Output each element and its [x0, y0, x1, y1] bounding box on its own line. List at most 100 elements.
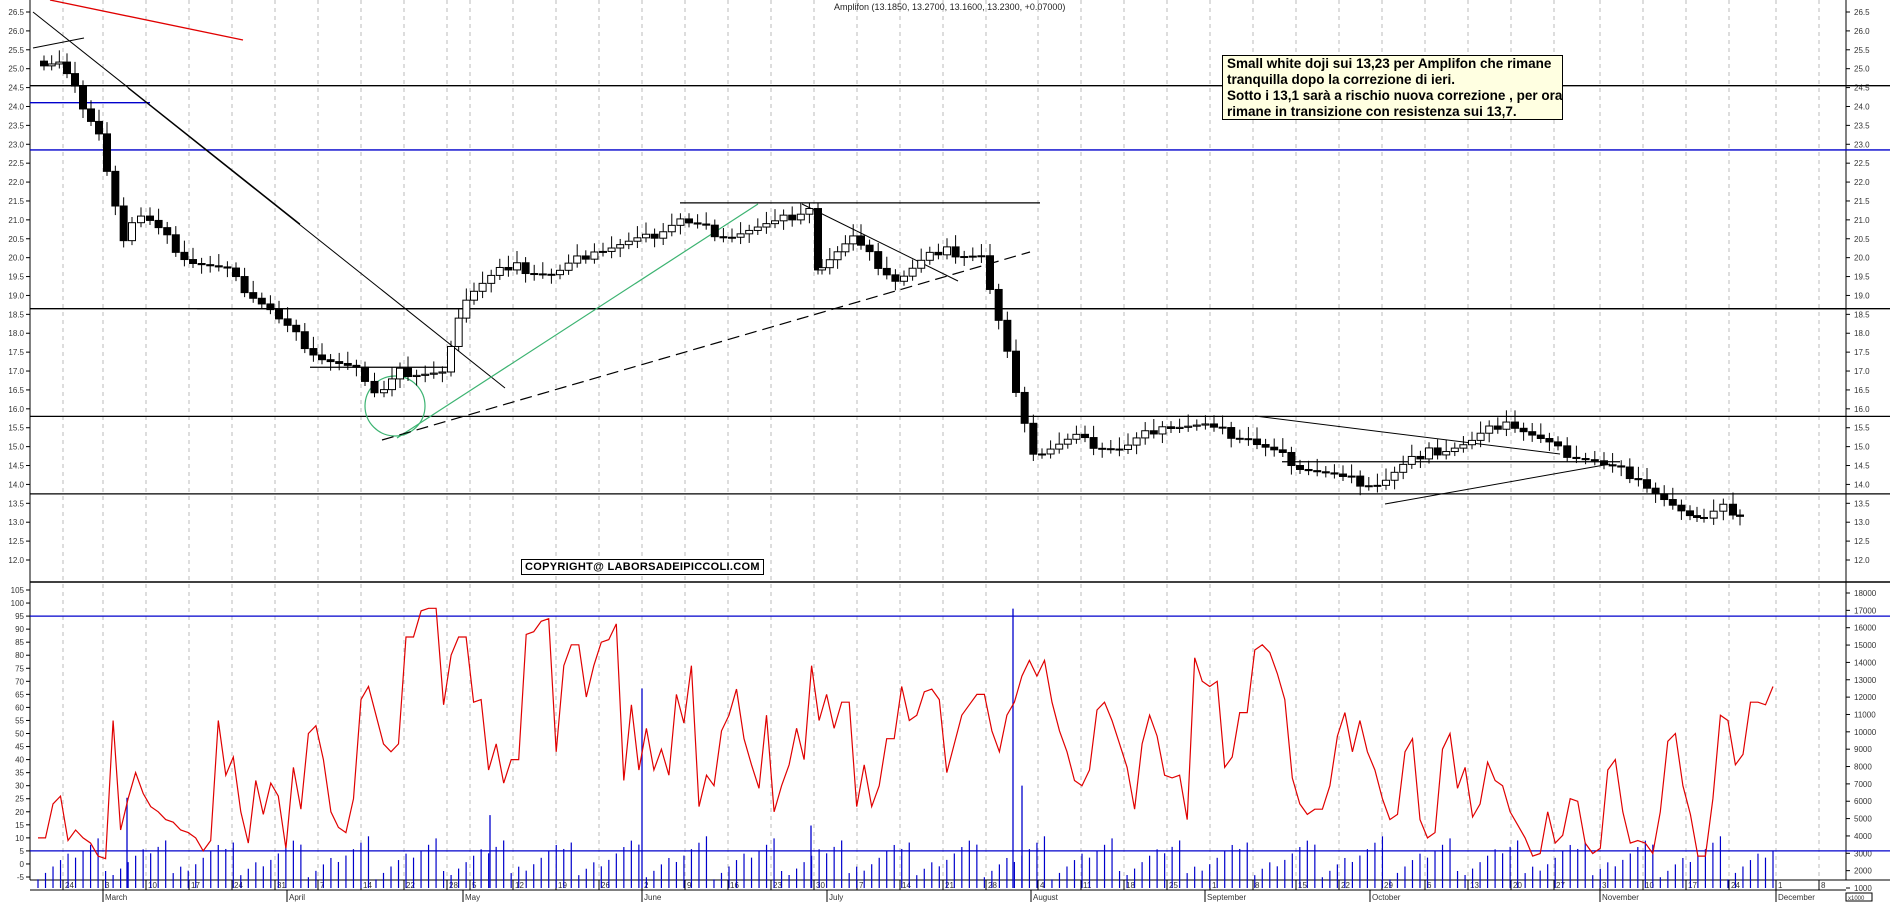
x-day-label: 28 [449, 881, 458, 890]
x-day-label: 6 [1427, 881, 1432, 890]
y-price-label: 13.0 [8, 518, 24, 527]
candle [1321, 471, 1330, 474]
candle [1184, 425, 1193, 428]
y-price-label: 12.0 [8, 556, 24, 565]
y-price-label: 19.5 [8, 273, 24, 282]
candle [1485, 425, 1494, 434]
candle [326, 359, 335, 363]
trend-line-july [801, 203, 959, 282]
candle [361, 366, 369, 382]
candle [1643, 479, 1651, 489]
trend-line-down [127, 87, 506, 389]
y-osc-label: 10 [15, 834, 24, 843]
candle [103, 133, 111, 172]
candle [137, 215, 145, 224]
candle [1407, 455, 1416, 465]
candle [693, 222, 702, 225]
candle [1081, 433, 1089, 439]
y-price-label: 16.0 [1854, 405, 1870, 414]
candle [719, 236, 728, 239]
y-osc-label: 15 [15, 821, 24, 830]
trend-line-sep [1254, 415, 1561, 455]
y-price-label: 18.0 [8, 329, 24, 338]
y-price-label: 18.5 [1854, 310, 1870, 319]
note-line-4: rimane in transizione con resistenza sui… [1227, 104, 1517, 119]
y-price-label: 18.5 [8, 310, 24, 319]
x-day-label: 24 [234, 881, 243, 890]
x-day-label: 29 [1384, 881, 1393, 890]
candle [865, 244, 874, 253]
candle [849, 235, 858, 245]
x-day-label: 11 [1083, 881, 1092, 890]
y-osc-label: 65 [15, 690, 24, 699]
candle [1356, 475, 1365, 487]
y-price-label: 21.0 [8, 216, 24, 225]
candle [1020, 391, 1029, 424]
candle [1719, 503, 1728, 512]
candle [1364, 485, 1373, 488]
trend-line-dashed [381, 251, 1031, 441]
candle [1563, 445, 1572, 458]
y-price-label: 25.5 [8, 46, 24, 55]
candle [197, 263, 206, 266]
candle [1468, 439, 1476, 446]
y-price-label: 14.5 [8, 462, 24, 471]
candle [79, 85, 87, 110]
candle [805, 208, 814, 215]
candle [547, 273, 556, 276]
candle [1141, 430, 1150, 439]
candle [1600, 460, 1608, 466]
candle [1244, 438, 1253, 441]
volume-unit-box [1845, 892, 1873, 902]
x-month-label: March [105, 893, 127, 902]
candle [283, 318, 292, 326]
candle [986, 255, 994, 290]
candle [1149, 430, 1158, 435]
candle [1227, 427, 1236, 439]
candle [55, 61, 64, 65]
candle [1519, 427, 1528, 433]
candle [309, 348, 318, 356]
y-price-label: 15.5 [1854, 424, 1870, 433]
candle [487, 274, 496, 284]
candle [564, 262, 573, 271]
y-osc-label: 55 [15, 716, 24, 725]
y-price-label: 15.0 [8, 443, 24, 452]
candle [1046, 448, 1055, 455]
candle [736, 233, 745, 238]
candle [1382, 479, 1390, 486]
candle [951, 246, 960, 258]
candle [1668, 499, 1677, 506]
candle [300, 331, 309, 350]
candle [1450, 447, 1459, 453]
x-day-label: 3 [1602, 881, 1607, 890]
candle [650, 233, 659, 239]
y-price-label: 13.5 [8, 499, 24, 508]
candle [917, 259, 926, 269]
x-month-label: November [1602, 893, 1639, 902]
candle [1003, 319, 1012, 352]
x-day-label: 13 [1470, 881, 1479, 890]
candle [1132, 437, 1141, 446]
y-price-label: 24.5 [1854, 84, 1870, 93]
x-day-label: 21 [945, 881, 954, 890]
candle [343, 362, 352, 366]
candle [1192, 424, 1201, 427]
candle [1175, 426, 1184, 429]
y-osc-label: 25 [15, 795, 24, 804]
candle [1709, 510, 1718, 519]
y-osc-label: 45 [15, 743, 24, 752]
candle [581, 255, 590, 260]
y-volume-label: 15000 [1854, 641, 1877, 650]
candle [71, 73, 79, 87]
note-line-2: tranquilla dopo la correzione di ieri. [1227, 72, 1456, 87]
candle [412, 374, 421, 378]
candle [429, 372, 438, 375]
candle [1590, 459, 1599, 462]
y-price-label: 19.5 [1854, 273, 1870, 282]
candle [1729, 503, 1737, 516]
y-osc-label: 60 [15, 703, 24, 712]
candle [874, 251, 883, 269]
candle [1425, 447, 1433, 460]
candle [1038, 453, 1046, 456]
